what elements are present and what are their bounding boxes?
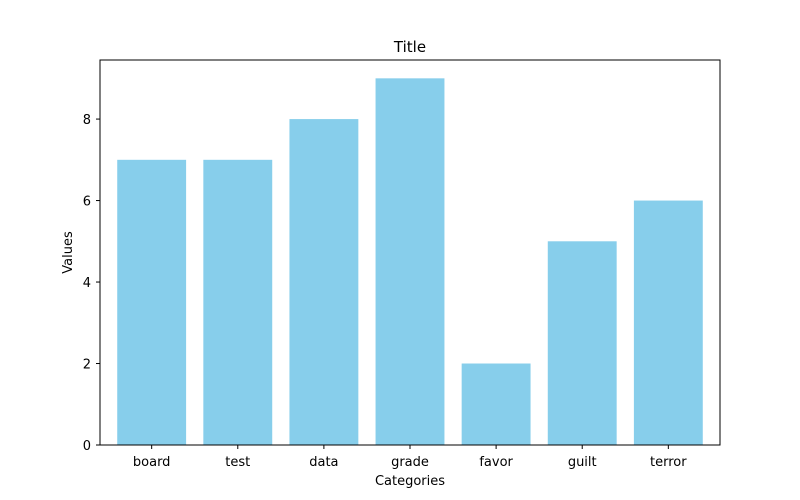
bar-terror (633, 200, 703, 445)
y-tick-label: 4 (83, 276, 91, 291)
x-axis-ticks: board test data grade favor guilt terror (133, 445, 687, 470)
bars-layer (117, 78, 703, 446)
y-tick-label: 6 (83, 195, 91, 210)
y-tick-label: 8 (83, 113, 91, 128)
x-tick-label: guilt (568, 455, 597, 470)
chart-title: Title (393, 38, 426, 56)
x-tick-label: data (309, 455, 338, 470)
x-tick-label: terror (650, 455, 687, 470)
x-tick-label: test (225, 455, 250, 470)
x-tick-label: board (133, 455, 171, 470)
x-tick-label: grade (391, 455, 429, 470)
y-axis-ticks: 0 2 4 6 8 (83, 113, 100, 454)
bar-favor (461, 363, 531, 445)
bar-test (203, 159, 273, 445)
bar-data (289, 119, 359, 446)
bar-guilt (547, 241, 617, 445)
x-tick-label: favor (479, 455, 513, 470)
y-axis-title: Values (61, 231, 76, 274)
plot-frame (99, 59, 721, 446)
bar-grade (375, 78, 445, 445)
y-tick-label: 2 (83, 358, 91, 373)
bar-board (117, 159, 187, 445)
x-axis-title: Categories (375, 474, 445, 489)
y-tick-label: 0 (83, 439, 91, 454)
